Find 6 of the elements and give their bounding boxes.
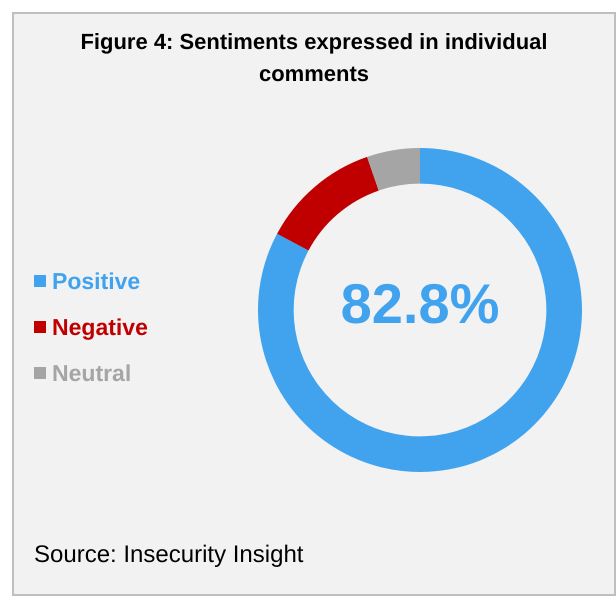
- data-label: 82.8%: [258, 148, 582, 472]
- source-note: Source: Insecurity Insight: [34, 541, 304, 569]
- legend-label: Negative: [52, 313, 148, 342]
- legend-label: Neutral: [52, 359, 132, 388]
- chart-title: Figure 4: Sentiments expressed in individual comments: [79, 28, 548, 88]
- legend-label: Positive: [52, 267, 140, 296]
